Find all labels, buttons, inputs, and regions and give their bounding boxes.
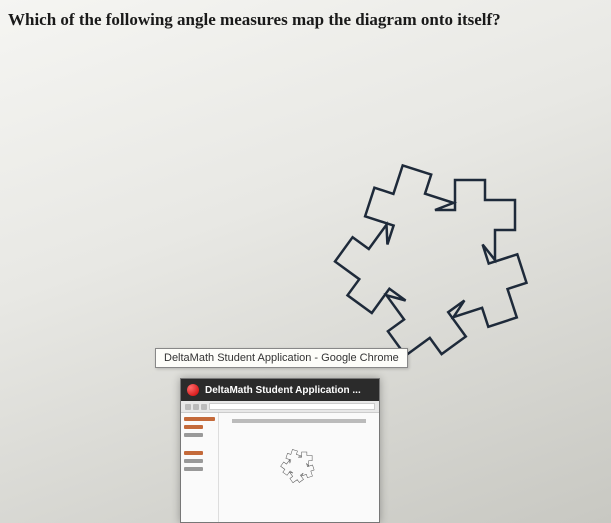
popup-titlebar[interactable]: DeltaMath Student Application ...	[181, 379, 379, 401]
nav-reload-icon[interactable]	[201, 404, 207, 410]
sidebar-item[interactable]	[184, 459, 203, 463]
question-text: Which of the following angle measures ma…	[8, 10, 501, 30]
popup-content	[219, 413, 379, 522]
popup-sidebar	[181, 413, 219, 522]
sidebar-item[interactable]	[184, 417, 215, 421]
popup-addressbar[interactable]	[181, 401, 379, 413]
sidebar-item[interactable]	[184, 451, 203, 455]
sidebar-item[interactable]	[184, 433, 203, 437]
sidebar-item[interactable]	[184, 425, 203, 429]
popup-title: DeltaMath Student Application ...	[205, 385, 361, 396]
popup-body	[181, 413, 379, 522]
content-text-line	[232, 419, 365, 423]
chrome-icon	[187, 384, 199, 396]
small-rotational-diagram	[264, 431, 334, 501]
nav-fwd-icon[interactable]	[193, 404, 199, 410]
window-tooltip: DeltaMath Student Application - Google C…	[155, 348, 408, 368]
chrome-popup-window: DeltaMath Student Application ...	[180, 378, 380, 523]
address-field[interactable]	[209, 403, 375, 410]
sidebar-item[interactable]	[184, 467, 203, 471]
nav-back-icon[interactable]	[185, 404, 191, 410]
